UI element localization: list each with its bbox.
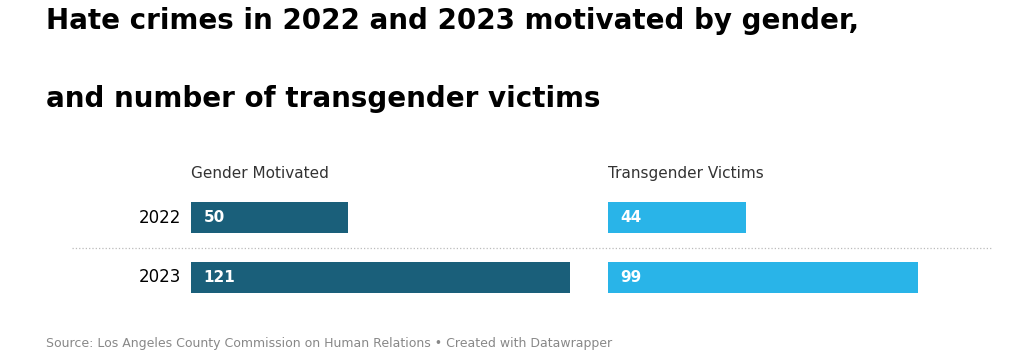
Text: 2023: 2023 <box>139 268 181 286</box>
Text: and number of transgender victims: and number of transgender victims <box>46 85 601 113</box>
Text: Transgender Victims: Transgender Victims <box>607 166 764 181</box>
Bar <box>607 202 745 233</box>
Text: 99: 99 <box>621 270 641 285</box>
Text: Hate crimes in 2022 and 2023 motivated by gender,: Hate crimes in 2022 and 2023 motivated b… <box>46 7 859 35</box>
Text: 44: 44 <box>621 210 641 225</box>
Text: 50: 50 <box>204 210 224 225</box>
Text: Source: Los Angeles County Commission on Human Relations • Created with Datawrap: Source: Los Angeles County Commission on… <box>46 337 612 350</box>
Bar <box>190 202 347 233</box>
Text: 121: 121 <box>204 270 236 285</box>
Bar <box>190 262 570 292</box>
Bar <box>607 262 919 292</box>
Text: Gender Motivated: Gender Motivated <box>190 166 329 181</box>
Text: 2022: 2022 <box>139 209 181 227</box>
